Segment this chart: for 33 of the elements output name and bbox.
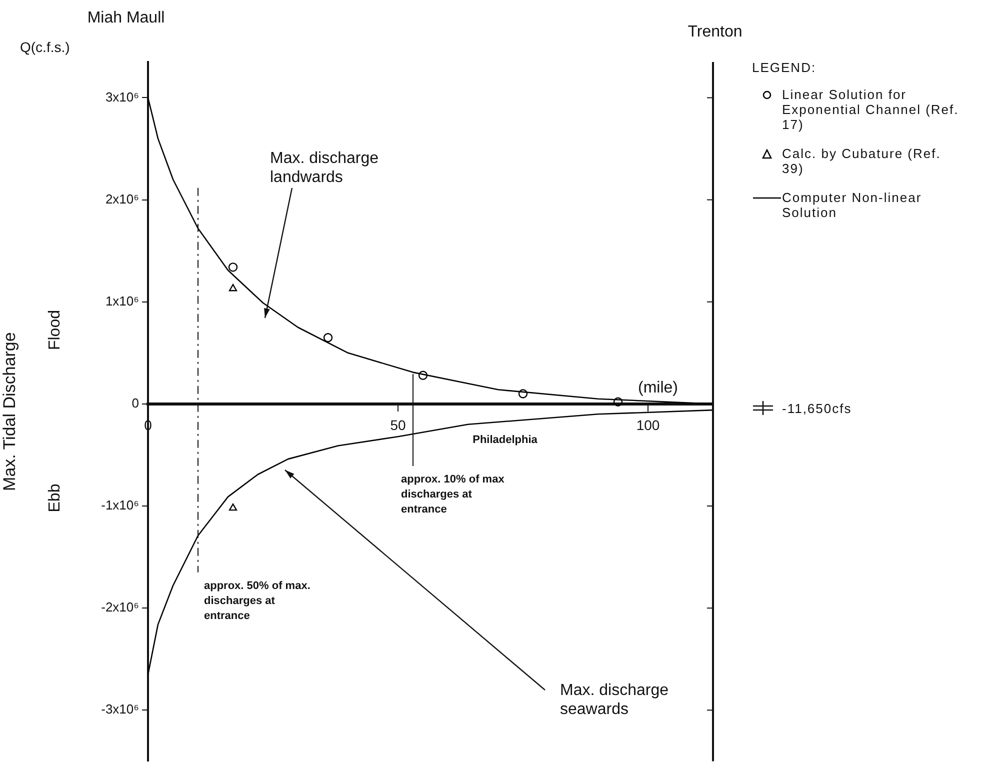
y-tick-label: 1x10⁶ xyxy=(105,293,139,308)
text: Flood xyxy=(46,310,64,350)
text: Ebb xyxy=(46,484,64,512)
ref-line-label: approx. 50% of max. discharges at entrance xyxy=(204,580,310,622)
text: -11,650cfs xyxy=(782,400,852,416)
text: Miah Maull xyxy=(87,9,165,26)
y-tick-label: 0 xyxy=(132,396,139,411)
x-axis-title: (mile) xyxy=(638,379,678,396)
point xyxy=(228,262,238,272)
y-tick-label: 2x10⁶ xyxy=(105,191,139,206)
point xyxy=(418,370,428,380)
ref-line-label: approx. 10% of max discharges at entrance xyxy=(401,473,506,516)
annotation: Max. discharge seawards xyxy=(560,682,669,718)
legend-label: Linear Solution for Exponential Channel (Ref. 17) xyxy=(782,87,960,132)
legend-label: Computer Non-linear Solution xyxy=(782,190,923,220)
legend-title: LEGEND: xyxy=(752,60,818,75)
annotation: Philadelphia xyxy=(472,434,538,446)
point xyxy=(518,389,528,398)
y-tick-label: 3x10⁶ xyxy=(105,89,139,104)
legend-label: Calc. by Cubature (Ref. 39) xyxy=(782,146,942,176)
y-tick-label: -3x10⁶ xyxy=(101,702,139,717)
point xyxy=(228,503,238,511)
y-axis-title: Max. Tidal Discharge xyxy=(0,332,19,491)
x-tick-label: 50 xyxy=(390,417,406,434)
point xyxy=(613,397,623,407)
point xyxy=(228,284,238,292)
point xyxy=(323,332,333,342)
text: Q(c.f.s.) xyxy=(20,38,70,55)
x-tick-label: 100 xyxy=(636,417,660,434)
y-tick-label: -1x10⁶ xyxy=(101,498,139,513)
annotation: Max. discharge landwards xyxy=(270,150,379,186)
y-tick-label: -2x10⁶ xyxy=(101,600,139,615)
text: Trenton xyxy=(688,23,742,40)
